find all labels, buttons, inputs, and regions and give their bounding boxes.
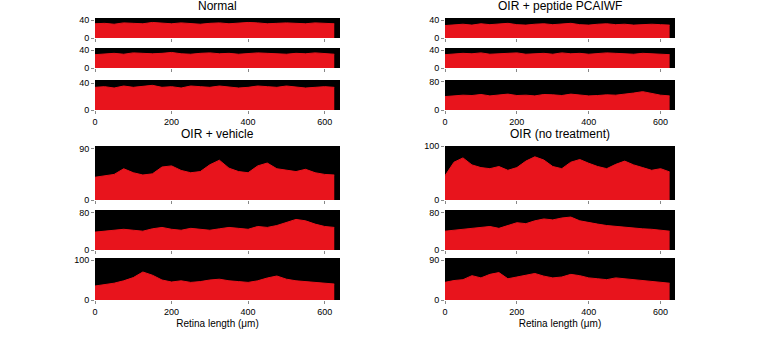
svg-text:600: 600 xyxy=(653,307,668,317)
svg-text:40: 40 xyxy=(79,15,89,25)
svg-text:200: 200 xyxy=(509,117,524,127)
svg-text:100: 100 xyxy=(74,255,89,265)
svg-text:400: 400 xyxy=(241,307,256,317)
svg-text:Normal: Normal xyxy=(198,0,237,13)
svg-text:0: 0 xyxy=(84,63,89,73)
svg-text:40: 40 xyxy=(429,45,439,55)
svg-text:0: 0 xyxy=(442,307,447,317)
svg-text:0: 0 xyxy=(434,105,439,115)
svg-text:Retina length (μm): Retina length (μm) xyxy=(176,318,258,329)
svg-text:200: 200 xyxy=(164,117,179,127)
svg-text:600: 600 xyxy=(317,117,332,127)
svg-text:OIR + vehicle: OIR + vehicle xyxy=(181,127,254,141)
svg-text:200: 200 xyxy=(509,307,524,317)
svg-text:OIR (no treatment): OIR (no treatment) xyxy=(510,127,610,141)
svg-text:90: 90 xyxy=(79,144,89,154)
svg-text:40: 40 xyxy=(429,15,439,25)
svg-text:0: 0 xyxy=(84,195,89,205)
svg-text:0: 0 xyxy=(434,33,439,43)
svg-text:Retina length (μm): Retina length (μm) xyxy=(519,318,601,329)
svg-text:100: 100 xyxy=(424,141,439,151)
svg-text:80: 80 xyxy=(429,77,439,87)
svg-text:80: 80 xyxy=(79,208,89,218)
svg-text:400: 400 xyxy=(581,117,596,127)
svg-text:40: 40 xyxy=(79,78,89,88)
svg-text:600: 600 xyxy=(653,117,668,127)
svg-text:400: 400 xyxy=(581,307,596,317)
svg-text:OIR + peptide PCAIWF: OIR + peptide PCAIWF xyxy=(498,0,622,13)
svg-text:400: 400 xyxy=(241,117,256,127)
svg-text:0: 0 xyxy=(84,245,89,255)
svg-text:200: 200 xyxy=(164,307,179,317)
svg-text:0: 0 xyxy=(434,295,439,305)
svg-text:600: 600 xyxy=(317,307,332,317)
svg-text:0: 0 xyxy=(434,245,439,255)
svg-text:40: 40 xyxy=(79,45,89,55)
svg-text:0: 0 xyxy=(442,117,447,127)
svg-text:90: 90 xyxy=(429,255,439,265)
svg-text:0: 0 xyxy=(84,33,89,43)
svg-text:0: 0 xyxy=(92,117,97,127)
svg-text:0: 0 xyxy=(434,195,439,205)
svg-text:0: 0 xyxy=(92,307,97,317)
svg-text:0: 0 xyxy=(84,105,89,115)
svg-text:0: 0 xyxy=(434,63,439,73)
svg-text:0: 0 xyxy=(84,295,89,305)
svg-text:80: 80 xyxy=(429,208,439,218)
